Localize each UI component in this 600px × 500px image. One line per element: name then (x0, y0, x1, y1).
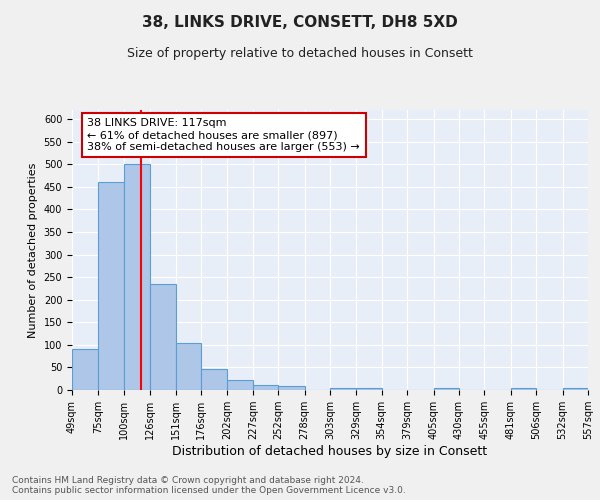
Bar (330, 388, 356, 390)
Bar (176, 342, 201, 390)
Bar (563, 388, 588, 390)
Bar (253, 384, 278, 390)
Bar (227, 380, 253, 390)
Text: 38, LINKS DRIVE, CONSETT, DH8 5XD: 38, LINKS DRIVE, CONSETT, DH8 5XD (142, 15, 458, 30)
Bar (278, 386, 305, 390)
Text: Contains HM Land Registry data © Crown copyright and database right 2024.
Contai: Contains HM Land Registry data © Crown c… (12, 476, 406, 495)
Bar (124, 164, 150, 390)
Bar (511, 388, 536, 390)
Y-axis label: Number of detached properties: Number of detached properties (28, 162, 38, 338)
X-axis label: Distribution of detached houses by size in Consett: Distribution of detached houses by size … (172, 445, 488, 458)
Bar (356, 388, 382, 390)
Bar (434, 388, 459, 390)
Bar (201, 369, 227, 390)
Bar (150, 284, 176, 390)
Bar (72, 350, 98, 390)
Text: 38 LINKS DRIVE: 117sqm
← 61% of detached houses are smaller (897)
38% of semi-de: 38 LINKS DRIVE: 117sqm ← 61% of detached… (88, 118, 360, 152)
Bar (98, 182, 124, 390)
Text: Size of property relative to detached houses in Consett: Size of property relative to detached ho… (127, 48, 473, 60)
